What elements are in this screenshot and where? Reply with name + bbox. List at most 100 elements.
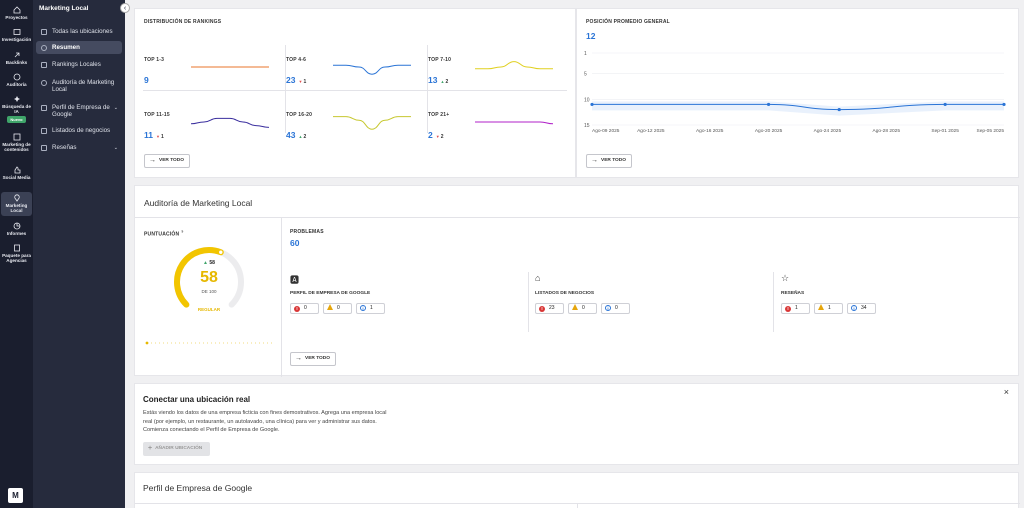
data-point[interactable] [837, 107, 841, 112]
sidebar-item-label: Rankings Locales [52, 61, 101, 68]
avatar[interactable]: M [8, 488, 23, 503]
ranking-sparkline [190, 66, 269, 68]
gauge-fill [174, 247, 224, 308]
button-label: VER TODO [159, 158, 184, 163]
sidebar: Marketing Local ‹ Todas las ubicaciones … [33, 0, 130, 508]
errors-chip[interactable]: ! 23 [535, 303, 564, 314]
notices-chip[interactable]: i 34 [847, 303, 876, 314]
view-all-rankings-button[interactable]: → VER TODO [144, 154, 190, 168]
ranking-delta-value: 1 [303, 79, 307, 85]
chip-count: 34 [861, 305, 867, 311]
ranking-delta-value: 2 [440, 134, 444, 140]
view-all-position-button[interactable]: → VER TODO [586, 154, 632, 168]
warnings-chip[interactable]: 0 [568, 303, 597, 314]
rail-backlinks[interactable]: Backlinks [1, 51, 32, 65]
rail-local[interactable]: Marketing Local [1, 192, 32, 216]
problems-value: 60 [290, 238, 300, 248]
category-name: LISTADOS DE NEGOCIOS [535, 291, 595, 296]
ranking-value: 9 [144, 75, 149, 85]
rail-audit[interactable]: Auditoría [1, 73, 32, 87]
chevron-down-icon: ⌄ [113, 145, 118, 151]
warnings-chip[interactable]: 0 [323, 303, 352, 314]
y-tick-label: 15 [584, 123, 590, 129]
warning-icon [327, 304, 333, 310]
data-point[interactable] [1002, 102, 1006, 107]
divider [528, 272, 529, 332]
score-gauge [174, 247, 244, 308]
ranking-delta-value: 2 [303, 134, 307, 140]
rail-label: Marketing de contenidos [2, 142, 31, 152]
data-point[interactable] [766, 102, 771, 107]
ranking-value: 2 ▼2 [428, 130, 443, 140]
rail-reports[interactable]: Informes [1, 222, 32, 236]
rail-agency[interactable]: Paquete para Agencias [1, 244, 32, 263]
errors-chip[interactable]: ! 0 [290, 303, 319, 314]
rankings-distribution-card: DISTRIBUCIÓN DE RANKINGS TOP 1-3 9 TOP 4-6… [134, 8, 576, 178]
connect-location-card: Conectar una ubicación real Estás viendo… [134, 383, 1019, 465]
ranking-cell: TOP 16-20 43 ▲2 [277, 104, 419, 144]
arrow-down-icon: ▼ [435, 134, 440, 139]
report-icon [13, 222, 20, 230]
chip-count: 0 [337, 305, 340, 311]
errors-chip[interactable]: ! 1 [781, 303, 810, 314]
data-point[interactable] [590, 102, 594, 107]
warning-icon [572, 304, 578, 310]
score-change-value: 58 [209, 260, 215, 266]
icon-rail: Proyectos Investigación Backlinks Audito… [0, 0, 33, 508]
research-icon [13, 29, 20, 35]
data-point[interactable] [943, 102, 947, 107]
home-icon [13, 6, 20, 14]
chip-count: 0 [615, 305, 618, 311]
sidebar-item-listings[interactable]: Listados de negocios [36, 124, 122, 137]
button-label: VER TODO [305, 356, 330, 361]
ranking-delta: ▼1 [298, 79, 306, 85]
review-icon [41, 145, 47, 151]
sidebar-item-reviews[interactable]: Reseñas ⌄ [36, 141, 122, 154]
sidebar-item-local-rankings[interactable]: Rankings Locales [36, 58, 122, 71]
ranking-sparkline-path [190, 117, 270, 128]
list-icon [41, 29, 47, 35]
ranking-sparkline [475, 61, 553, 70]
collapse-sidebar-button[interactable]: ‹ [120, 3, 130, 13]
score-grade: REGULAR [197, 307, 221, 312]
ranking-sparkline [474, 121, 554, 125]
sidebar-item-all-locations[interactable]: Todas las ubicaciones [36, 25, 122, 38]
rail-research[interactable]: Investigación [1, 28, 32, 42]
rail-label: Auditoría [6, 82, 27, 87]
divider [281, 217, 282, 377]
rail-content[interactable]: Marketing de contenidos [1, 133, 32, 152]
category-name: PERFIL DE EMPRESA DE GOOGLE [290, 291, 371, 296]
rail-ai-search[interactable]: Búsqueda de IA Nuevo [1, 95, 32, 123]
help-icon[interactable]: ? [180, 229, 184, 234]
view-all-audit-button[interactable]: → VER TODO [290, 352, 336, 366]
close-icon[interactable]: × [1003, 387, 1009, 397]
ranking-cell: TOP 7-10 13 ▲2 [419, 49, 561, 89]
sidebar-item-summary[interactable]: Resumen [36, 41, 122, 54]
gauge-icon [41, 45, 47, 51]
sidebar-item-gbp[interactable]: Perfil de Empresa de Google ⌄ [36, 101, 122, 121]
add-location-button[interactable]: + AÑADIR UBICACIÓN [143, 442, 210, 456]
y-tick-label: 1 [584, 51, 587, 57]
sidebar-item-label: Listados de negocios [52, 127, 111, 134]
score-label: PUNTUACIÓN ? [144, 229, 184, 238]
score-label-text: PUNTUACIÓN [144, 231, 180, 238]
score-change: ▲ 58 [203, 260, 215, 266]
rail-projects[interactable]: Proyectos [1, 6, 32, 20]
y-tick-label: 10 [584, 97, 590, 103]
ranking-value-number: 43 [286, 130, 296, 140]
ranking-sparkline-path [474, 121, 554, 125]
rail-label: Búsqueda de IA [2, 104, 31, 114]
rail-label: Social Media [2, 175, 31, 180]
error-icon: ! [539, 306, 545, 312]
divider [577, 503, 578, 508]
ranking-icon [41, 62, 47, 68]
rail-social[interactable]: Social Media [1, 166, 32, 180]
sidebar-item-local-audit[interactable]: Auditoría de Marketing Local [36, 76, 122, 96]
x-tick-label: Ago-20 2025 [755, 128, 783, 134]
rail-label: Paquete para Agencias [2, 253, 31, 263]
ranking-delta-value: 1 [160, 134, 164, 140]
warnings-chip[interactable]: 1 [814, 303, 843, 314]
